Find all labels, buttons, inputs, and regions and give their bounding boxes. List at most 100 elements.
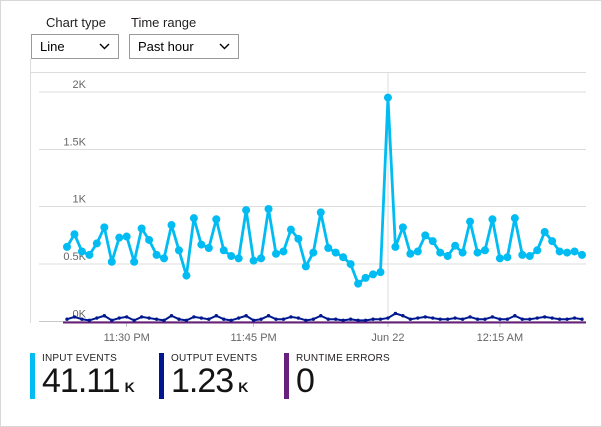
output-events-point (207, 317, 211, 321)
input-events-point (555, 247, 564, 256)
output-events-point (528, 317, 532, 321)
y-axis-tick-label: 1K (73, 194, 87, 206)
input-events-point (152, 250, 161, 259)
input-events-point (174, 246, 183, 255)
output-events-point (535, 316, 539, 320)
output-events-point (304, 318, 308, 323)
input-events-point (518, 250, 527, 259)
input-events-point (383, 93, 392, 102)
output-events-point (229, 318, 233, 323)
input-events-point (219, 246, 228, 255)
input-events-point (495, 254, 504, 263)
input-events-point (406, 249, 415, 258)
input-events-point (443, 252, 452, 261)
output-events-point (319, 314, 323, 318)
input-events-point (488, 215, 497, 224)
metric-value: 1.23 (171, 362, 234, 400)
metric-label: INPUT EVENTS (42, 353, 118, 364)
input-events-point (137, 224, 146, 233)
x-axis-tick-label: 11:45 PM (230, 332, 276, 344)
output-events-point (326, 317, 330, 321)
metric-value: 0 (296, 362, 315, 400)
input-events-point (167, 221, 176, 230)
output-events-point (334, 317, 338, 321)
y-axis-tick-label: 2K (73, 79, 87, 91)
output-events-point (438, 317, 442, 321)
input-events-point (563, 248, 572, 257)
input-events-point (182, 271, 191, 280)
output-events-point (169, 314, 174, 318)
output-events-point (222, 317, 226, 321)
output-events-point (236, 316, 241, 320)
output-events-point (498, 317, 502, 321)
output-events-point (572, 316, 577, 320)
runtime-errors-metric-tile[interactable]: RUNTIME ERRORS 0 (284, 353, 390, 399)
output-events-point (192, 315, 196, 319)
output-events-point (475, 317, 480, 321)
metric-tiles-row: INPUT EVENTS 41.11 K OUTPUT EVENTS 1.23 … (1, 353, 601, 399)
output-events-point (244, 314, 248, 318)
input-events-point (451, 241, 460, 250)
output-events-point (580, 317, 584, 321)
input-events-point (294, 234, 303, 243)
output-events-point (199, 316, 204, 320)
input-events-point (436, 248, 445, 257)
metric-label: RUNTIME ERRORS (296, 353, 390, 364)
output-events-point (445, 317, 450, 321)
output-events-point (95, 316, 99, 320)
y-axis-tick-label: 1.5K (63, 136, 86, 148)
x-axis-tick-label: 12:15 AM (477, 332, 523, 344)
output-events-point (117, 316, 121, 320)
input-events-point (369, 270, 378, 279)
panel-left-border (30, 59, 31, 323)
output-events-point (184, 318, 189, 323)
input-events-point (279, 247, 288, 256)
time-range-dropdown[interactable]: Past hour (129, 34, 239, 59)
output-events-point (341, 318, 345, 323)
input-events-point (339, 253, 348, 262)
output-events-point (408, 317, 413, 321)
time-range-selected-value: Past hour (138, 39, 194, 54)
input-events-point (421, 231, 430, 240)
input-events-point (70, 230, 79, 239)
input-events-metric-tile[interactable]: INPUT EVENTS 41.11 K (30, 353, 135, 399)
input-events-point (227, 252, 236, 261)
input-events-point (286, 225, 295, 234)
input-events-point (107, 257, 116, 266)
input-events-point (361, 273, 370, 282)
output-events-point (401, 314, 405, 318)
metric-value: 41.11 (42, 362, 121, 400)
input-events-color-bar (30, 353, 35, 399)
input-events-point (204, 244, 213, 253)
chart-type-selected-value: Line (40, 39, 65, 54)
chart-type-dropdown[interactable]: Line (31, 34, 119, 59)
input-events-point (242, 206, 251, 215)
input-events-point (301, 262, 310, 271)
metric-label: OUTPUT EVENTS (171, 353, 258, 364)
input-events-point (533, 246, 542, 255)
input-events-line (65, 96, 583, 286)
input-events-point (249, 256, 258, 265)
output-events-point (102, 314, 107, 318)
output-events-point (393, 311, 398, 316)
output-events-point (363, 318, 368, 323)
input-events-point (197, 240, 206, 249)
input-events-point (264, 204, 273, 213)
input-events-point (85, 250, 94, 259)
output-events-point (296, 316, 301, 320)
input-events-point (570, 247, 579, 256)
output-events-point (251, 318, 256, 323)
output-events-point (125, 315, 129, 319)
output-events-point (468, 315, 472, 319)
output-events-point (259, 317, 263, 321)
output-events-line (66, 312, 583, 322)
time-range-label: Time range (131, 15, 197, 30)
output-events-point (565, 317, 569, 321)
metric-unit-suffix: K (238, 379, 249, 395)
input-events-point (257, 254, 266, 263)
output-events-metric-tile[interactable]: OUTPUT EVENTS 1.23 K (159, 353, 257, 399)
output-events-point (289, 315, 293, 319)
input-events-point (480, 246, 489, 255)
